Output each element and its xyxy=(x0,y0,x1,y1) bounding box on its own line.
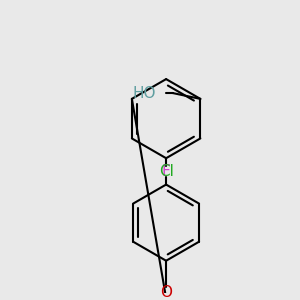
Text: O: O xyxy=(160,285,172,300)
Text: Cl: Cl xyxy=(159,164,174,179)
Text: F: F xyxy=(162,164,170,179)
Text: HO: HO xyxy=(133,85,156,100)
